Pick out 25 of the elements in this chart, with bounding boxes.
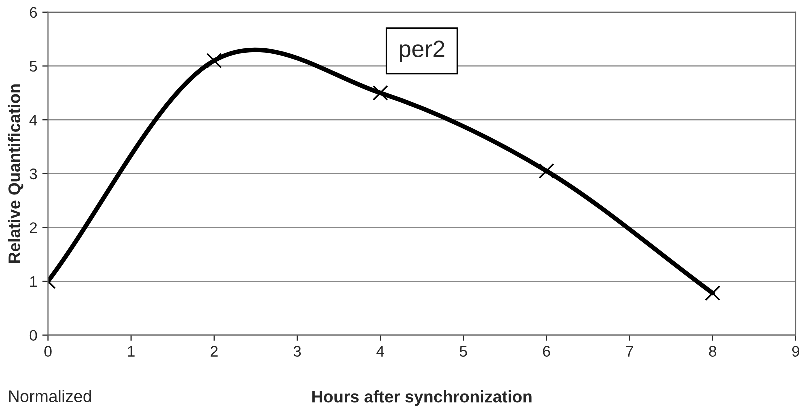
y-tick-label: 0 (30, 330, 38, 342)
x-tick-label: 1 (128, 346, 135, 357)
x-tick-label: 7 (626, 346, 634, 357)
x-axis-title: Hours after synchronization (312, 390, 532, 406)
point (372, 85, 388, 101)
y-tick-label: 2 (30, 222, 38, 234)
y-axis-title: Relative Quantification (8, 84, 24, 264)
text: per2 (400, 40, 445, 62)
point (206, 53, 222, 69)
x-tick-label: 3 (294, 346, 302, 357)
x-tick-label: 4 (376, 346, 384, 357)
point (538, 163, 554, 179)
x-tick-label: 0 (44, 346, 52, 357)
text: Normalized (9, 390, 92, 402)
y-tick-label: 4 (30, 115, 38, 126)
x-tick-label: 9 (792, 346, 800, 357)
x-tick-label: 5 (460, 346, 468, 357)
y-tick-label: 5 (30, 61, 38, 72)
y-tick-label: 6 (30, 7, 38, 18)
y-tick-label: 3 (30, 168, 38, 180)
x-tick-label: 6 (543, 346, 550, 357)
y-tick-label: 1 (30, 276, 38, 288)
x-tick-label: 8 (709, 346, 716, 357)
point (705, 286, 721, 302)
x-tick-label: 2 (210, 346, 218, 357)
